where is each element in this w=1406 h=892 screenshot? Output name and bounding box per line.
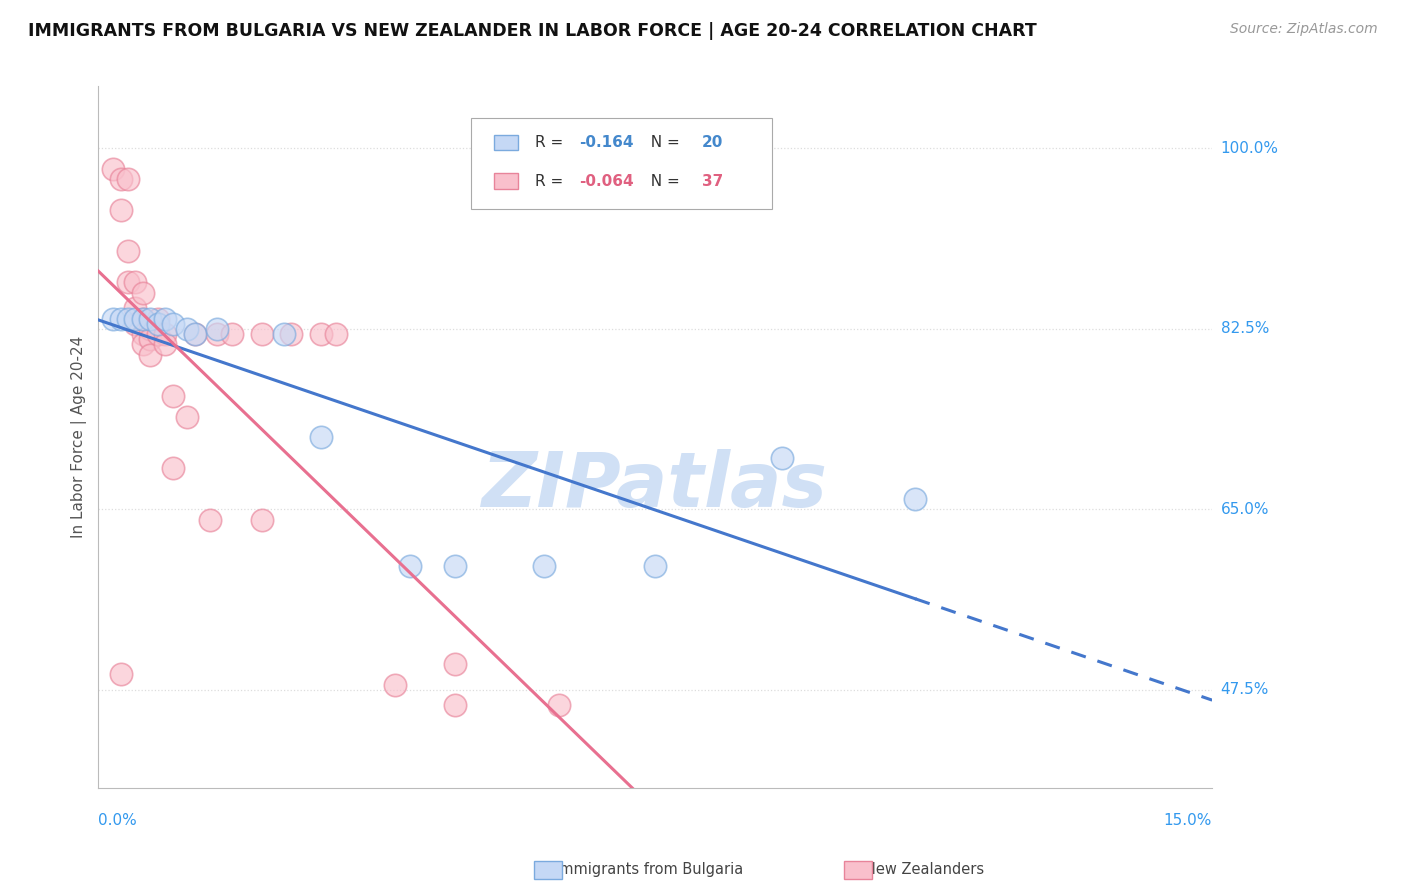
Point [250,513,273,527]
Point [443,559,465,574]
Point [117,276,139,290]
Point [146,326,169,341]
Point [124,301,146,315]
Point [205,322,228,336]
Point [139,311,162,326]
Point [153,326,176,341]
FancyBboxPatch shape [471,118,772,209]
Text: -0.064: -0.064 [579,174,634,188]
Text: ZIPatlas: ZIPatlas [482,450,828,524]
Point [132,311,155,326]
Point [273,326,295,341]
Point [176,409,198,424]
Point [103,311,125,326]
Point [443,698,465,713]
Text: 20: 20 [702,135,724,150]
Point [139,348,162,362]
Point [132,337,155,351]
Text: 37: 37 [702,174,723,188]
Point [904,491,927,506]
Point [132,285,155,300]
Point [309,326,332,341]
Point [146,311,169,326]
Point [124,276,146,290]
Point [153,337,176,351]
Point [117,311,139,326]
Point [384,678,406,692]
Text: 100.0%: 100.0% [1220,141,1278,156]
Point [124,317,146,331]
Text: -0.164: -0.164 [579,135,634,150]
Point [110,667,132,681]
Text: 47.5%: 47.5% [1220,682,1268,698]
Point [205,326,228,341]
Text: 15.0%: 15.0% [1164,813,1212,828]
Text: 65.0%: 65.0% [1220,502,1270,516]
Point [110,203,132,218]
Point [103,161,125,176]
FancyBboxPatch shape [494,135,519,150]
Point [117,172,139,186]
Text: R =: R = [534,135,568,150]
Point [162,389,184,403]
Point [250,326,273,341]
Point [146,317,169,331]
Point [280,326,302,341]
Text: 82.5%: 82.5% [1220,321,1268,336]
Point [533,559,555,574]
Point [325,326,347,341]
Point [644,559,666,574]
Text: N =: N = [641,135,685,150]
Text: IMMIGRANTS FROM BULGARIA VS NEW ZEALANDER IN LABOR FORCE | AGE 20-24 CORRELATION: IMMIGRANTS FROM BULGARIA VS NEW ZEALANDE… [28,22,1036,40]
Point [221,326,243,341]
Point [153,311,176,326]
Point [124,311,146,326]
Point [117,244,139,259]
Point [443,657,465,672]
Point [132,326,155,341]
Point [132,311,155,326]
Text: Immigrants from Bulgaria: Immigrants from Bulgaria [555,863,744,877]
Point [547,698,569,713]
Point [309,430,332,444]
Point [139,332,162,346]
Point [110,311,132,326]
Point [176,322,198,336]
Point [162,317,184,331]
Text: N =: N = [641,174,685,188]
Point [198,513,221,527]
Text: New Zealanders: New Zealanders [865,863,984,877]
Point [770,450,793,465]
Point [139,322,162,336]
Y-axis label: In Labor Force | Age 20-24: In Labor Force | Age 20-24 [72,336,87,538]
Text: Source: ZipAtlas.com: Source: ZipAtlas.com [1230,22,1378,37]
FancyBboxPatch shape [494,173,519,189]
Point [184,326,207,341]
Text: 0.0%: 0.0% [98,813,138,828]
Text: R =: R = [534,174,568,188]
Point [399,559,422,574]
Point [110,172,132,186]
Point [184,326,207,341]
Point [162,461,184,475]
